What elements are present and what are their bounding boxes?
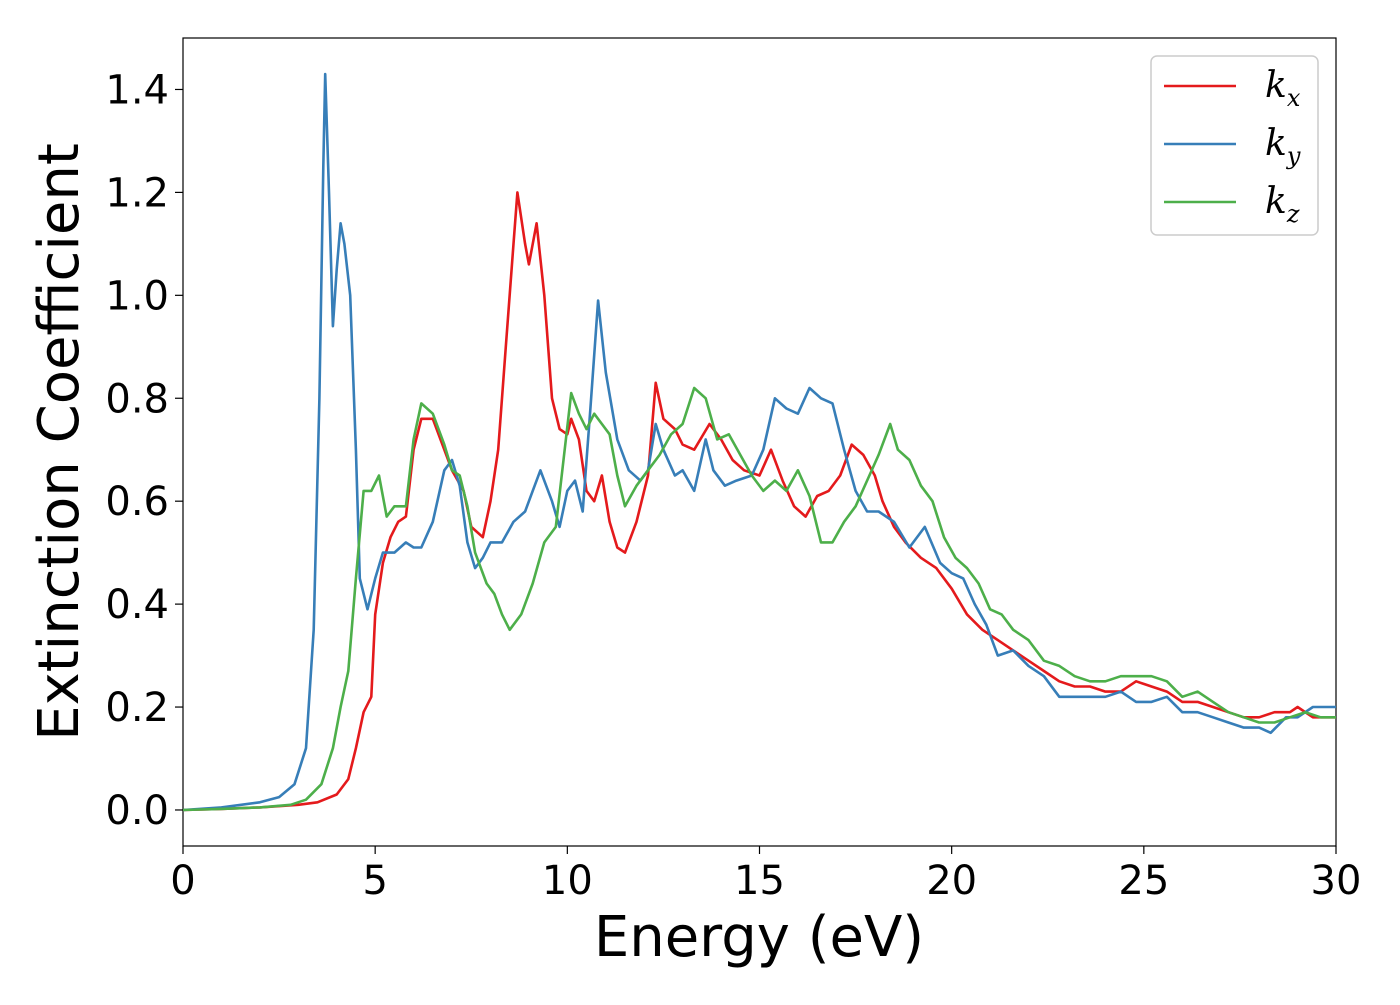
x-tick-label: 25: [1118, 858, 1169, 904]
y-axis-title: Extinction Coefficient: [27, 143, 92, 741]
x-tick-label: 5: [362, 858, 387, 904]
y-tick-label: 1.4: [105, 67, 169, 113]
y-tick-label: 0.0: [105, 788, 169, 834]
y-tick-label: 0.8: [105, 376, 169, 422]
x-tick-label: 15: [734, 858, 785, 904]
legend-label-kx: kx: [1265, 65, 1301, 112]
x-tick-label: 30: [1311, 858, 1362, 904]
x-tick-label: 20: [926, 858, 977, 904]
y-tick-label: 0.2: [105, 685, 169, 731]
x-axis-ticks: 0 5 10 15 20 25 30: [170, 846, 1361, 904]
legend-label-kz: kz: [1265, 181, 1300, 228]
legend-label-ky: ky: [1265, 123, 1301, 170]
series-layer: [183, 72, 1336, 812]
x-axis-title: Energy (eV): [594, 905, 924, 970]
x-tick-label: 10: [542, 858, 593, 904]
legend-box: [1150, 55, 1319, 236]
x-tick-label: 0: [170, 858, 195, 904]
y-axis-ticks: 0.0 0.2 0.4 0.6 0.8 1.0 1.2 1.4: [105, 67, 183, 834]
y-tick-label: 0.4: [105, 582, 169, 628]
y-tick-label: 1.2: [105, 170, 169, 216]
series-line-kx: [183, 191, 1336, 812]
y-tick-label: 1.0: [105, 273, 169, 319]
legend: kx ky kz: [1150, 55, 1319, 236]
series-line-kz: [183, 386, 1336, 812]
y-tick-label: 0.6: [105, 479, 169, 525]
